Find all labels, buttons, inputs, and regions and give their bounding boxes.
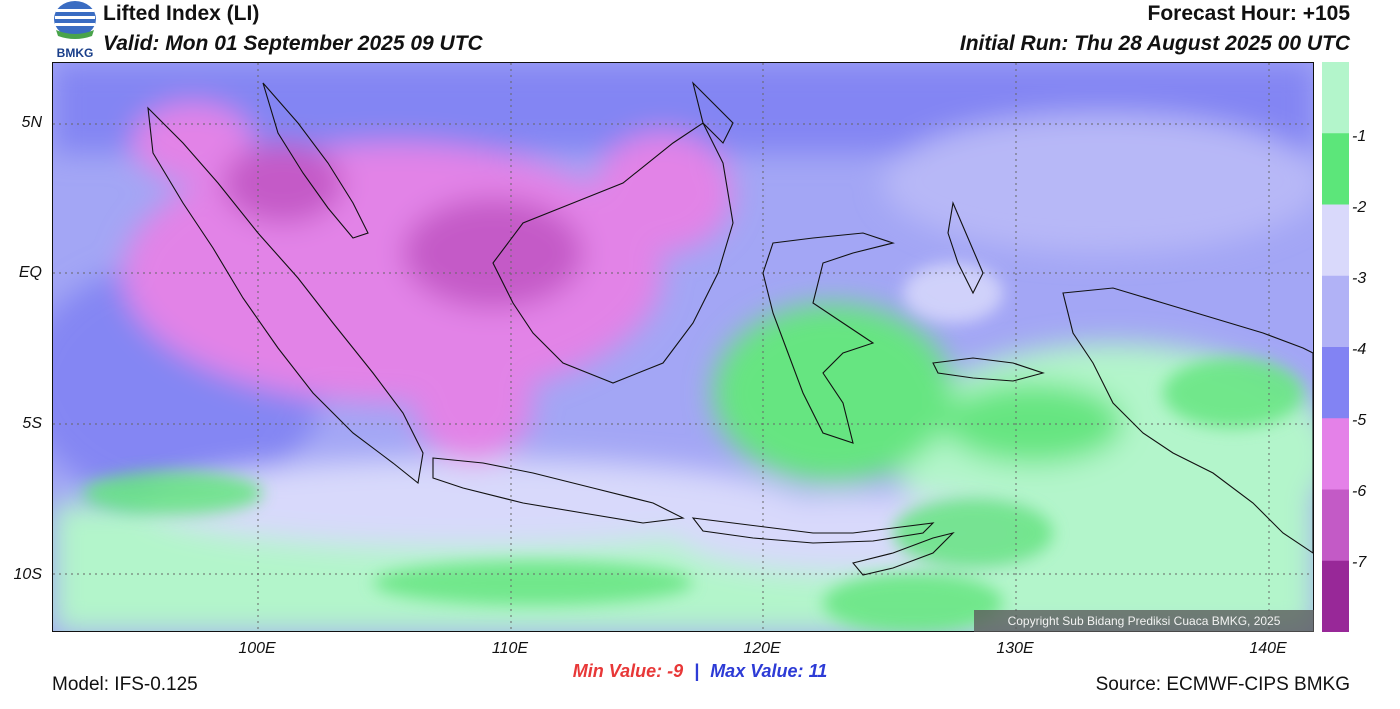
colorbar-swatch [1322,489,1349,562]
logo-text: BMKG [57,46,94,60]
lat-label-eq: EQ [18,264,42,281]
field-pink-borneo-ne [593,133,733,253]
coast-borneo [492,122,734,384]
lat-label-10s: 10S [13,566,42,583]
map-title: Lifted Index (LI) [103,2,260,25]
field-banda-green [943,383,1123,463]
colorbar-swatch [1322,275,1349,348]
lon-label-100e: 100E [238,640,276,657]
field-pink-south [413,343,533,463]
valid-time: Valid: Mon 01 September 2025 09 UTC [103,32,483,55]
field-magenta-core1 [403,198,583,308]
lon-label-120e: 120E [743,640,781,657]
colorbar-label-7: -7 [1352,554,1367,571]
colorbar-label-1: -1 [1352,128,1367,145]
copyright-note: Copyright Sub Bidang Prediksi Cuaca BMKG… [974,610,1314,632]
colorbar-swatch [1322,418,1349,490]
min-max-values: Min Value: -9 | Max Value: 11 [0,661,1400,682]
data-source: Source: ECMWF-CIPS BMKG [1095,674,1350,695]
colorbar-label-4: -4 [1352,341,1367,358]
max-value: 11 [808,661,828,681]
forecast-hour: Forecast Hour: +105 [1147,2,1351,25]
coastlines [147,81,1313,576]
field-ne-light [883,113,1313,253]
colorbar-label-2: -2 [1352,199,1367,216]
coast-halmahera [947,201,984,295]
lon-label-140e: 140E [1249,640,1287,657]
lat-label-5n: 5N [21,114,42,131]
model-name: Model: IFS-0.125 [52,674,198,695]
min-label: Min Value: [572,661,663,681]
graticule [53,63,1313,631]
colorbar-swatch [1322,560,1349,633]
min-value: -9 [667,661,684,681]
colorbar-swatch [1322,347,1349,419]
lon-label-110e: 110E [491,640,529,657]
coast-sumatra [147,106,424,485]
coast-bali-lombok [691,517,935,544]
colorbar-swatch [1322,62,1349,134]
map-canvas [53,63,1313,631]
max-label: Max Value: [710,661,804,681]
field-sulawesi-green [713,303,953,483]
coast-java [432,457,685,524]
lat-label-5s: 5S [22,415,42,432]
lon-label-130e: 130E [996,640,1034,657]
bmkg-logo: BMKG [52,0,98,60]
colorbar-label-6: -6 [1352,483,1367,500]
coast-sulawesi [762,232,895,444]
colorbar-swatch [1322,133,1349,205]
colorbar [1322,62,1349,633]
colorbar-label-3: -3 [1352,270,1367,287]
minmax-separator: | [694,661,700,681]
colorbar-swatch [1322,204,1349,277]
coast-mindanao [691,81,734,144]
colorbar-label-5: -5 [1352,412,1367,429]
initial-run: Initial Run: Thu 28 August 2025 00 UTC [959,32,1350,55]
coast-timor [852,531,955,576]
field-magenta-core2 [223,143,343,223]
field-south-lavender [143,458,803,548]
lifted-index-map [52,62,1314,632]
coast-malaya [262,82,369,239]
coast-new-guinea [1062,287,1313,554]
coast-seram [932,357,1045,382]
